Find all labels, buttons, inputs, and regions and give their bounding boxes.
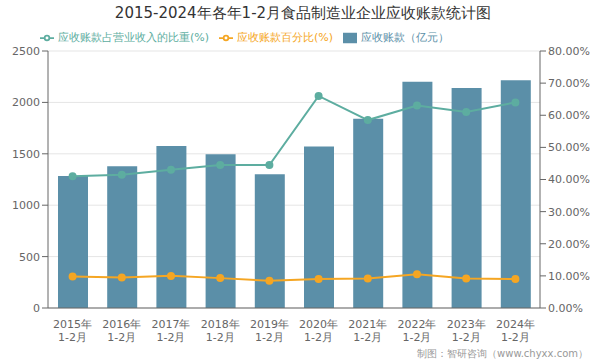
html-text:应收账款百分比(%): 应收账款百分比(%)	[237, 31, 334, 44]
svg-text:30.00%: 30.00%	[548, 206, 590, 219]
svg-text:70.00%: 70.00%	[548, 77, 590, 90]
html-text:制图：智研咨询（www.chyxx.com）: 制图：智研咨询（www.chyxx.com）	[417, 348, 588, 359]
svg-text:10.00%: 10.00%	[548, 270, 590, 283]
svg-text:1000: 1000	[12, 199, 40, 212]
svg-text:500: 500	[19, 251, 40, 264]
svg-text:50.00%: 50.00%	[548, 141, 590, 154]
svg-text:2016年1-2月: 2016年1-2月	[102, 318, 141, 344]
svg-text:0.00%: 0.00%	[548, 302, 583, 315]
svg-text:2018年1-2月: 2018年1-2月	[201, 318, 240, 344]
svg-text:2000: 2000	[12, 96, 40, 109]
svg-text:2023年1-2月: 2023年1-2月	[447, 318, 486, 344]
svg-text:2022年1-2月: 2022年1-2月	[398, 318, 437, 344]
svg-text:2015年1-2月: 2015年1-2月	[53, 318, 92, 344]
svg-text:20.00%: 20.00%	[548, 238, 590, 251]
svg-text:2500: 2500	[12, 45, 40, 58]
html-text:应收账款占营业收入的比重(%): 应收账款占营业收入的比重(%)	[58, 31, 209, 44]
html-text:2015-2024年各年1-2月食品制造业企业应收账款统计图: 2015-2024年各年1-2月食品制造业企业应收账款统计图	[114, 4, 492, 22]
svg-text:2021年1-2月: 2021年1-2月	[348, 318, 387, 344]
svg-text:1500: 1500	[12, 148, 40, 161]
svg-text:0: 0	[33, 302, 40, 315]
svg-text:40.00%: 40.00%	[548, 173, 590, 186]
svg-text:2024年1-2月: 2024年1-2月	[496, 318, 535, 344]
svg-text:2017年1-2月: 2017年1-2月	[152, 318, 191, 344]
svg-text:2020年1-2月: 2020年1-2月	[299, 318, 338, 344]
svg-text:2019年1-2月: 2019年1-2月	[250, 318, 289, 344]
html-text:应收账款（亿元）: 应收账款（亿元）	[361, 31, 450, 44]
svg-text:60.00%: 60.00%	[548, 109, 590, 122]
svg-text:80.00%: 80.00%	[548, 45, 590, 58]
